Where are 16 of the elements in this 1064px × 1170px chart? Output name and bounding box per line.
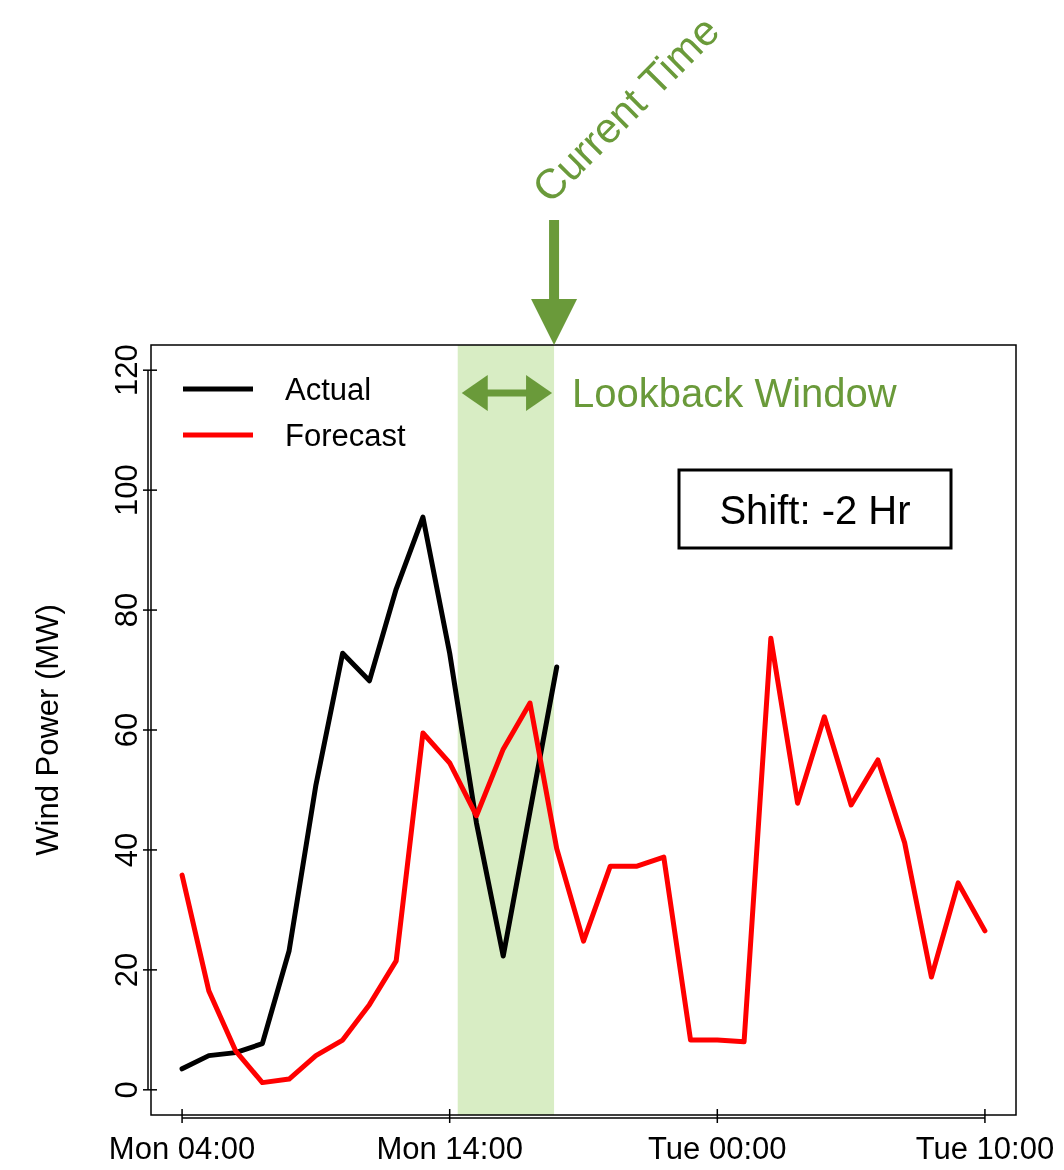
x-tick-label: Tue 10:00 xyxy=(915,1131,1055,1166)
annotation: Shift: -2 Hr xyxy=(719,488,911,532)
y-tick-label: 0 xyxy=(109,1081,144,1099)
x-tick-label: Mon 14:00 xyxy=(376,1131,523,1166)
y-tick-label: 100 xyxy=(109,464,144,516)
x-tick-label: Tue 00:00 xyxy=(648,1131,787,1166)
legend-label: Forecast xyxy=(285,418,406,453)
y-tick-label: 80 xyxy=(109,592,144,628)
y-tick-label: 60 xyxy=(109,712,144,748)
y-tick-label: 40 xyxy=(109,832,144,868)
legend-label: Actual xyxy=(285,372,372,407)
y-tick-label: 120 xyxy=(109,344,144,397)
y-tick-label: 20 xyxy=(109,952,144,988)
x-tick-label: Mon 04:00 xyxy=(108,1131,256,1166)
y-axis-title: Wind Power (MW) xyxy=(30,604,65,856)
annotation: Lookback Window xyxy=(572,371,897,415)
